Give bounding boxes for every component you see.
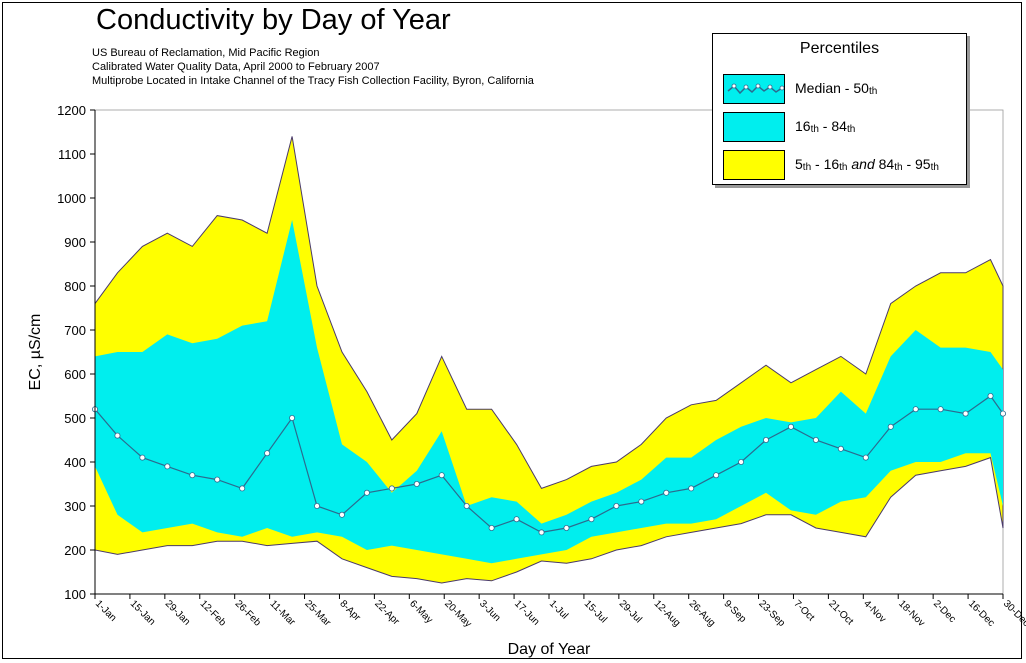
median-point bbox=[987, 392, 994, 399]
median-point bbox=[937, 406, 944, 413]
median-point bbox=[787, 423, 794, 430]
y-tick-label: 600 bbox=[64, 367, 86, 382]
x-tick-label: 18-Nov bbox=[896, 598, 927, 629]
y-tick-label: 500 bbox=[64, 411, 86, 426]
legend-swatch-16-84 bbox=[723, 112, 785, 142]
legend-label-median: Median - 50th bbox=[795, 80, 878, 97]
x-tick-label: 17-Jun bbox=[512, 598, 541, 627]
median-point bbox=[413, 480, 420, 487]
median-point bbox=[463, 502, 470, 509]
median-point bbox=[763, 436, 770, 443]
x-tick-label: 9-Sep bbox=[721, 598, 748, 625]
median-point bbox=[1000, 410, 1007, 417]
median-point bbox=[239, 485, 246, 492]
median-point bbox=[588, 516, 595, 523]
median-point bbox=[488, 525, 495, 532]
median-point bbox=[388, 485, 395, 492]
x-tick-label: 15-Jan bbox=[128, 598, 157, 627]
subtitle-line-1: US Bureau of Reclamation, Mid Pacific Re… bbox=[92, 47, 320, 59]
x-tick-label: 26-Aug bbox=[687, 598, 718, 629]
x-tick-label: 21-Oct bbox=[826, 598, 855, 627]
median-point bbox=[663, 489, 670, 496]
y-tick-label: 900 bbox=[64, 235, 86, 250]
legend-swatch-5-95 bbox=[723, 150, 785, 180]
median-point bbox=[887, 423, 894, 430]
legend-swatch-median bbox=[723, 74, 785, 104]
x-tick-label: 1-Jul bbox=[547, 598, 570, 621]
y-tick-label: 200 bbox=[64, 543, 86, 558]
x-tick-label: 11-Mar bbox=[267, 598, 297, 628]
x-tick-label: 3-Jun bbox=[477, 598, 502, 623]
x-tick-label: 15-Jul bbox=[582, 598, 609, 625]
chart-legend: Percentiles Median - 50th 16th - 84th 5t… bbox=[712, 33, 967, 185]
x-tick-label: 30-Dec bbox=[1001, 598, 1026, 629]
legend-label-5-95: 5th - 16th and 84th - 95th bbox=[795, 156, 939, 173]
x-tick-label: 2-Dec bbox=[931, 598, 958, 625]
subtitle-line-3: Multiprobe Located in Intake Channel of … bbox=[92, 75, 534, 87]
y-tick-label: 1200 bbox=[57, 103, 86, 118]
band-16-84 bbox=[95, 220, 1003, 564]
x-tick-label: 26-Feb bbox=[233, 598, 263, 628]
median-point bbox=[638, 498, 645, 505]
x-tick-label: 12-Aug bbox=[652, 598, 683, 629]
median-point bbox=[688, 485, 695, 492]
median-point bbox=[438, 472, 445, 479]
median-point bbox=[513, 516, 520, 523]
median-point bbox=[862, 454, 869, 461]
y-tick-label: 300 bbox=[64, 499, 86, 514]
legend-title: Percentiles bbox=[799, 40, 880, 57]
median-point bbox=[738, 458, 745, 465]
x-tick-label: 8-Apr bbox=[337, 598, 363, 624]
y-axis-label: EC, µS/cm bbox=[27, 314, 44, 391]
x-tick-label: 20-May bbox=[442, 598, 473, 629]
median-point bbox=[538, 529, 545, 536]
median-point bbox=[812, 436, 819, 443]
median-point bbox=[314, 502, 321, 509]
median-point bbox=[363, 489, 370, 496]
median-point bbox=[264, 450, 271, 457]
x-tick-label: 16-Dec bbox=[966, 598, 997, 629]
x-tick-label: 12-Feb bbox=[198, 598, 228, 628]
median-point bbox=[912, 406, 919, 413]
y-tick-label: 100 bbox=[64, 587, 86, 602]
x-tick-label: 7-Oct bbox=[791, 598, 816, 623]
x-tick-label: 22-Apr bbox=[372, 598, 401, 627]
y-tick-label: 400 bbox=[64, 455, 86, 470]
median-point bbox=[962, 410, 969, 417]
x-tick-label: 6-May bbox=[407, 598, 434, 625]
y-tick-label: 1000 bbox=[57, 191, 86, 206]
median-point bbox=[189, 472, 196, 479]
legend-label-16-84: 16th - 84th bbox=[795, 118, 856, 135]
median-point bbox=[713, 472, 720, 479]
x-tick-label: 25-Mar bbox=[302, 598, 333, 629]
median-point bbox=[214, 476, 221, 483]
median-point bbox=[563, 525, 570, 532]
subtitle-line-2: Calibrated Water Quality Data, April 200… bbox=[92, 61, 380, 73]
median-line bbox=[94, 395, 1004, 534]
y-tick-label: 1100 bbox=[58, 147, 86, 162]
median-point bbox=[338, 511, 345, 518]
median-point bbox=[139, 454, 146, 461]
median-point bbox=[114, 432, 121, 439]
median-point bbox=[164, 463, 171, 470]
chart-title: Conductivity by Day of Year bbox=[96, 4, 451, 36]
x-tick-label: 1-Jan bbox=[93, 598, 118, 623]
median-point bbox=[613, 502, 620, 509]
x-tick-label: 29-Jul bbox=[617, 598, 644, 625]
y-tick-label: 800 bbox=[64, 279, 86, 294]
y-tick-label: 700 bbox=[64, 323, 86, 338]
x-tick-label: 23-Sep bbox=[756, 598, 787, 629]
median-point bbox=[837, 445, 844, 452]
median-point bbox=[289, 414, 296, 421]
x-tick-label: 29-Jan bbox=[163, 598, 192, 627]
x-tick-label: 4-Nov bbox=[861, 598, 888, 625]
x-axis-label: Day of Year bbox=[508, 641, 591, 658]
